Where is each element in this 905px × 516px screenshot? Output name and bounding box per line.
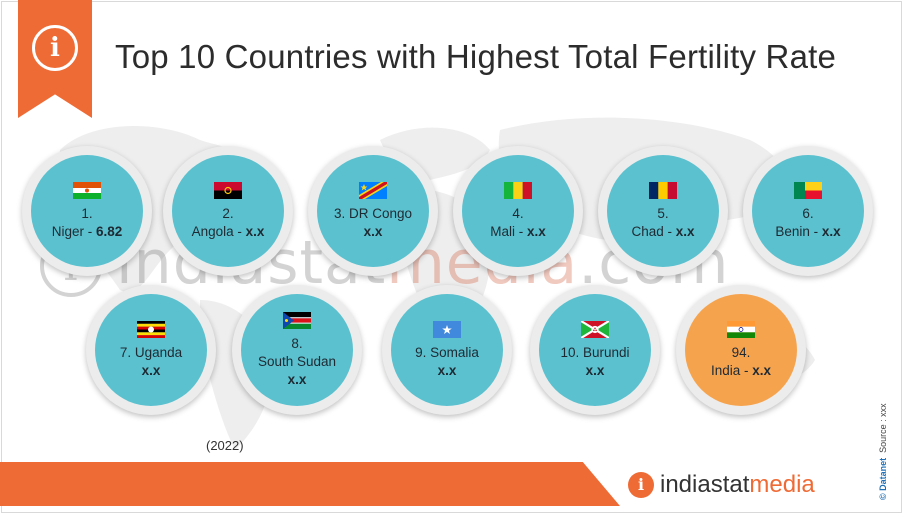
country-rank: 1.: [81, 205, 93, 221]
country-value: x.x: [363, 223, 383, 239]
country-value: 6.82: [95, 223, 123, 239]
country-value: x.x: [141, 362, 161, 378]
country-name: 3. DR Congo: [333, 205, 413, 221]
country-name: South Sudan: [257, 353, 337, 369]
country-badge: 8. South Sudan x.x: [241, 294, 353, 406]
country-value: x.x: [585, 362, 605, 378]
country-rank: 94.: [731, 344, 751, 360]
country-rank: 6.: [802, 205, 814, 221]
uganda-flag-icon: [137, 320, 165, 338]
country-badge: 6. Benin - x.x: [752, 155, 864, 267]
country-name: 7. Uganda: [119, 344, 183, 360]
country-value: x.x: [675, 223, 695, 239]
country-badge: 7. Uganda x.x: [95, 294, 207, 406]
country-name: Niger -: [51, 223, 96, 239]
country-badge: 2. Angola - x.x: [172, 155, 284, 267]
country-rank: 8.: [291, 335, 303, 351]
country-card-7: 7. Uganda x.x: [86, 285, 216, 415]
country-card-2: 2. Angola - x.x: [163, 146, 293, 276]
country-card-10: 10. Burundi x.x: [530, 285, 660, 415]
country-card-8: 8. South Sudan x.x: [232, 285, 362, 415]
country-badge: 5. Chad - x.x: [607, 155, 719, 267]
country-badge: 10. Burundi x.x: [539, 294, 651, 406]
country-name: India -: [710, 362, 753, 378]
country-name: Benin -: [775, 223, 822, 239]
datanet-brand: © Datanet: [878, 457, 888, 500]
country-value: x.x: [245, 223, 265, 239]
country-card-5: 5. Chad - x.x: [598, 146, 728, 276]
chad-flag-icon: [649, 181, 677, 199]
country-badge: 1. Niger - 6.82: [31, 155, 143, 267]
indiastat-logo: i indiastatmedia: [628, 471, 815, 499]
country-card-6: 6. Benin - x.x: [743, 146, 873, 276]
country-name: 10. Burundi: [560, 344, 630, 360]
country-rank: 5.: [657, 205, 669, 221]
country-card-india: 94. India - x.x: [676, 285, 806, 415]
country-name: Mali -: [490, 223, 527, 239]
source-credit: © Datanet Source : xxx: [878, 403, 888, 500]
country-badge: 3. DR Congo x.x: [317, 155, 429, 267]
country-value: x.x: [437, 362, 457, 378]
country-card-4: 4. Mali - x.x: [453, 146, 583, 276]
angola-flag-icon: [214, 181, 242, 199]
country-card-9: 9. Somalia x.x: [382, 285, 512, 415]
niger-flag-icon: [73, 181, 101, 199]
country-badge: 9. Somalia x.x: [391, 294, 503, 406]
country-value: x.x: [752, 362, 772, 378]
country-name: Angola -: [191, 223, 246, 239]
mali-flag-icon: [504, 181, 532, 199]
country-card-3: 3. DR Congo x.x: [308, 146, 438, 276]
south-sudan-flag-icon: [283, 311, 311, 329]
info-icon: i: [32, 25, 78, 71]
year-label: (2022): [206, 438, 244, 453]
dr-congo-flag-icon: [359, 181, 387, 199]
burundi-flag-icon: [581, 320, 609, 338]
country-value: x.x: [287, 371, 307, 387]
country-rank: 2.: [222, 205, 234, 221]
country-value: x.x: [526, 223, 546, 239]
country-card-1: 1. Niger - 6.82: [22, 146, 152, 276]
info-logo-icon: i: [628, 472, 654, 498]
footer-bar: [0, 462, 620, 506]
source-text: Source : xxx: [878, 403, 888, 453]
somalia-flag-icon: [433, 320, 461, 338]
country-name: 9. Somalia: [415, 344, 479, 360]
benin-flag-icon: [794, 181, 822, 199]
country-name: Chad -: [631, 223, 676, 239]
page-title: Top 10 Countries with Highest Total Fert…: [115, 38, 837, 75]
country-badge: 4. Mali - x.x: [462, 155, 574, 267]
india-flag-icon: [727, 320, 755, 338]
country-value: x.x: [821, 223, 841, 239]
country-badge-highlight: 94. India - x.x: [685, 294, 797, 406]
logo-text-part2: media: [749, 471, 815, 498]
country-rank: 4.: [512, 205, 524, 221]
logo-text-part1: indiastat: [660, 471, 750, 498]
